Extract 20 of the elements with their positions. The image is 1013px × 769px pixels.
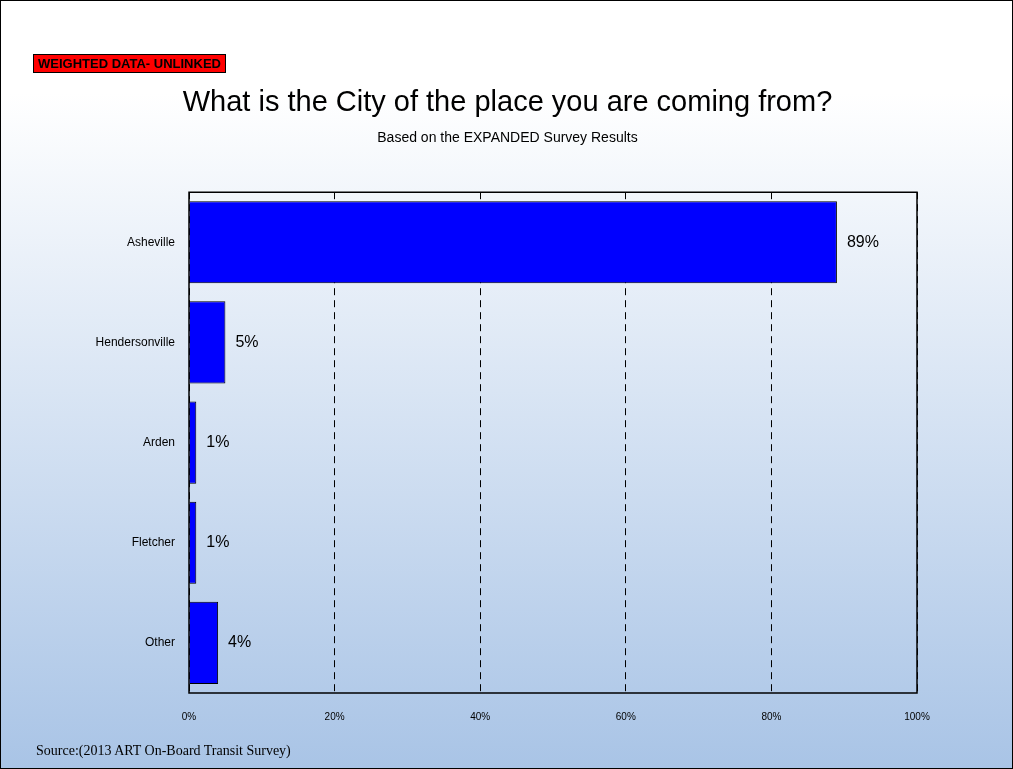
data-label: 5% xyxy=(235,332,259,350)
y-tick-label: Arden xyxy=(142,434,175,449)
x-tick-label: 40% xyxy=(470,710,491,722)
data-label: 1% xyxy=(206,433,230,451)
text: WEIGHTED DATA- UNLINKED xyxy=(33,54,226,73)
y-tick-label: Asheville xyxy=(126,234,176,249)
chart-title: What is the City of the place you are coming from? xyxy=(181,85,834,118)
source-note: Source:(2013 ART On-Board Transit Survey) xyxy=(36,743,291,759)
chart-subtitle: Based on the EXPANDED Survey Results xyxy=(376,129,639,145)
x-tick-label: 60% xyxy=(615,710,636,722)
data-label: 1% xyxy=(206,533,230,551)
x-tick-label: 80% xyxy=(761,710,782,722)
x-tick-label: 100% xyxy=(904,710,930,722)
y-tick-label: Fletcher xyxy=(131,535,175,550)
x-tick-label: 20% xyxy=(324,710,345,722)
x-tick-label: 0% xyxy=(181,710,197,722)
data-label: 89% xyxy=(846,232,879,250)
data-label: 4% xyxy=(228,633,252,651)
y-tick-label: Other xyxy=(144,635,175,650)
y-tick-label: Hendersonville xyxy=(95,334,176,349)
